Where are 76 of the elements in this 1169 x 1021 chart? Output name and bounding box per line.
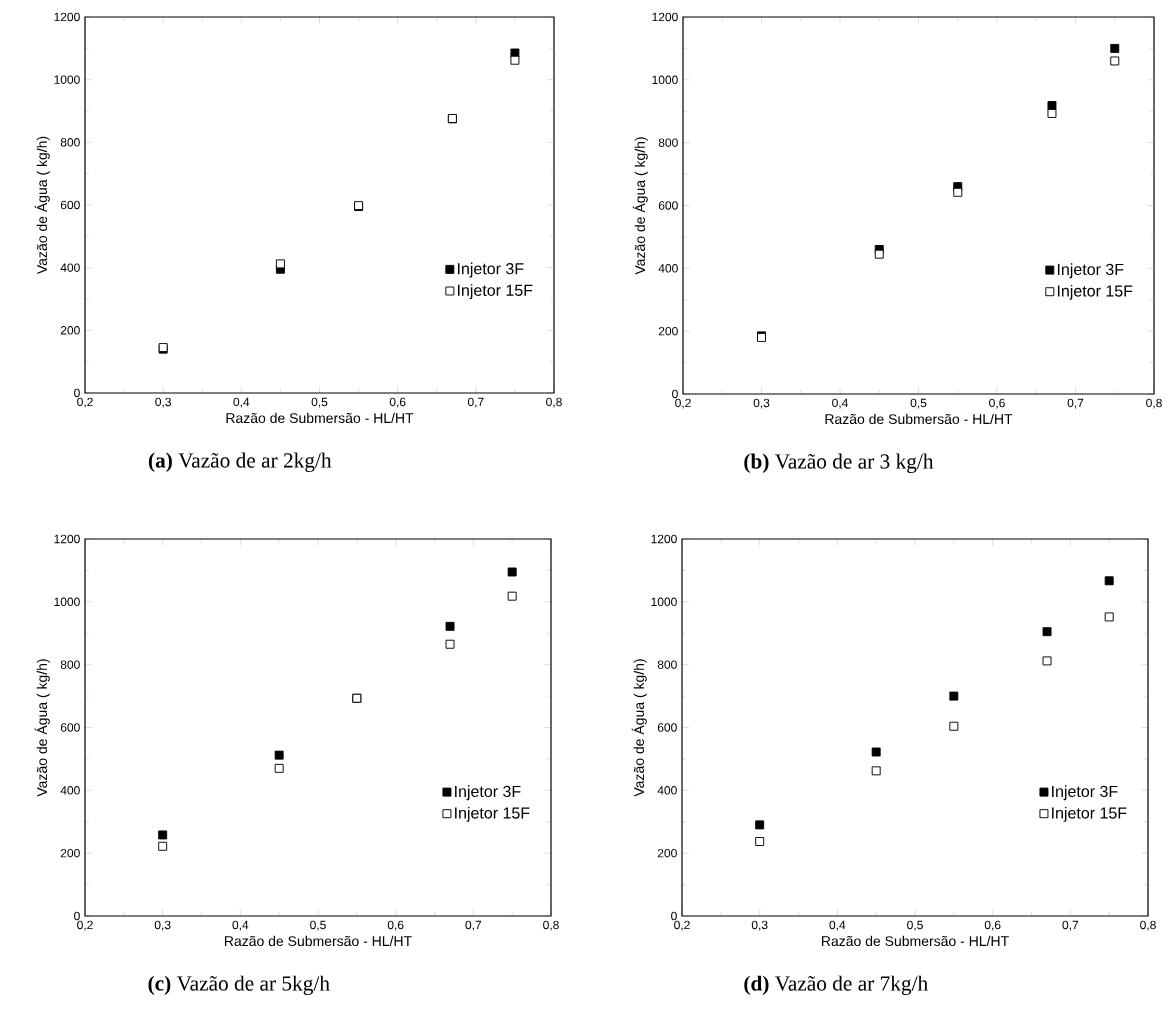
x-tick-label: 0,5 (310, 920, 326, 931)
x-tick-label: 0,5 (910, 398, 927, 409)
x-tick-label: 0,3 (154, 920, 171, 931)
legend-label: Injetor 15F (458, 284, 533, 300)
text: (a) Vazão de ar 2kg/h (148, 452, 332, 473)
y-tick-label: 400 (658, 264, 678, 273)
x-tick-label: 0,8 (546, 397, 562, 408)
x-tick-label: 0,3 (155, 397, 171, 408)
y-tick-label: 0 (74, 388, 80, 398)
x-tick-label: 0,7 (1062, 920, 1079, 931)
y-axis-title: Vazão de Água ( kg/h) (34, 136, 50, 275)
x-axis-title: Razão de Submersão - HL/HT (225, 935, 412, 947)
text: (d) Vazão de ar 7kg/h (744, 975, 928, 996)
y-tick-label: 1200 (652, 12, 678, 22)
y-tick-label: 600 (60, 200, 80, 210)
x-tick-label: 0,2 (675, 398, 691, 409)
legend-label: Injetor 3F (455, 785, 521, 801)
y-tick-label: 600 (657, 723, 677, 732)
legend-label: Injetor 3F (1052, 785, 1118, 801)
x-tick-label: 0,2 (674, 920, 690, 931)
y-tick-label: 1000 (651, 597, 677, 607)
y-tick-label: 800 (658, 138, 678, 147)
y-tick-label: 1000 (652, 75, 678, 85)
y-axis-title: Vazão de Água ( kg/h) (34, 659, 50, 797)
y-tick-label: 0 (672, 389, 678, 399)
x-tick-label: 0,4 (829, 920, 846, 931)
y-tick-label: 1200 (651, 534, 677, 544)
y-tick-label: 200 (657, 848, 677, 858)
x-tick-label: 0,3 (753, 398, 770, 409)
y-tick-label: 1000 (54, 75, 80, 84)
x-tick-label: 0,4 (232, 920, 249, 931)
x-tick-label: 0,8 (1140, 920, 1156, 931)
legend-label: Injetor 15F (455, 806, 530, 822)
y-tick-label: 200 (60, 848, 80, 858)
x-axis-title: Razão de Submersão - HL/HT (825, 413, 1013, 425)
legend-label: Injetor 3F (1057, 263, 1124, 279)
x-tick-label: 0,6 (389, 397, 406, 408)
y-tick-label: 800 (60, 660, 80, 669)
y-tick-label: 800 (657, 660, 677, 669)
y-tick-label: 600 (658, 201, 678, 210)
y-axis-title: Vazão de Água ( kg/h) (631, 659, 647, 797)
y-tick-label: 1200 (54, 534, 80, 544)
x-tick-label: 0,4 (832, 398, 848, 409)
x-tick-label: 0,2 (77, 920, 93, 931)
x-tick-label: 0,5 (907, 920, 923, 931)
legend-label: Injetor 15F (1057, 284, 1133, 300)
y-tick-label: 800 (60, 138, 80, 147)
y-tick-label: 1000 (54, 597, 80, 607)
x-tick-label: 0,8 (1146, 398, 1162, 409)
x-tick-label: 0,6 (989, 398, 1005, 409)
y-tick-label: 600 (60, 723, 80, 732)
y-tick-label: 400 (60, 786, 80, 795)
x-tick-label: 0,6 (984, 920, 1001, 931)
x-tick-label: 0,7 (467, 397, 484, 408)
legend-label: Injetor 3F (458, 262, 524, 278)
x-tick-label: 0,6 (387, 920, 404, 931)
y-tick-label: 200 (60, 326, 80, 335)
x-axis-title: Razão de Submersão - HL/HT (822, 935, 1009, 947)
x-tick-label: 0,3 (751, 920, 768, 931)
text: (b) Vazão de ar 3 kg/h (744, 453, 934, 474)
x-tick-label: 0,8 (543, 920, 559, 931)
x-tick-label: 0,2 (77, 397, 93, 408)
legend-label: Injetor 15F (1052, 806, 1127, 822)
text: (c) Vazão de ar 5kg/h (148, 975, 330, 996)
x-tick-label: 0,4 (233, 397, 250, 408)
x-tick-label: 0,5 (311, 397, 328, 408)
x-axis-title: Razão de Submersão - HL/HT (226, 412, 414, 424)
y-tick-label: 400 (60, 263, 80, 272)
x-tick-label: 0,7 (1067, 398, 1084, 409)
y-tick-label: 200 (658, 326, 678, 336)
y-tick-label: 1200 (54, 12, 80, 22)
y-tick-label: 0 (671, 911, 677, 921)
x-tick-label: 0,7 (465, 920, 482, 931)
y-tick-label: 400 (657, 786, 677, 795)
y-axis-title: Vazão de Água ( kg/h) (632, 137, 648, 275)
y-tick-label: 0 (74, 911, 80, 921)
